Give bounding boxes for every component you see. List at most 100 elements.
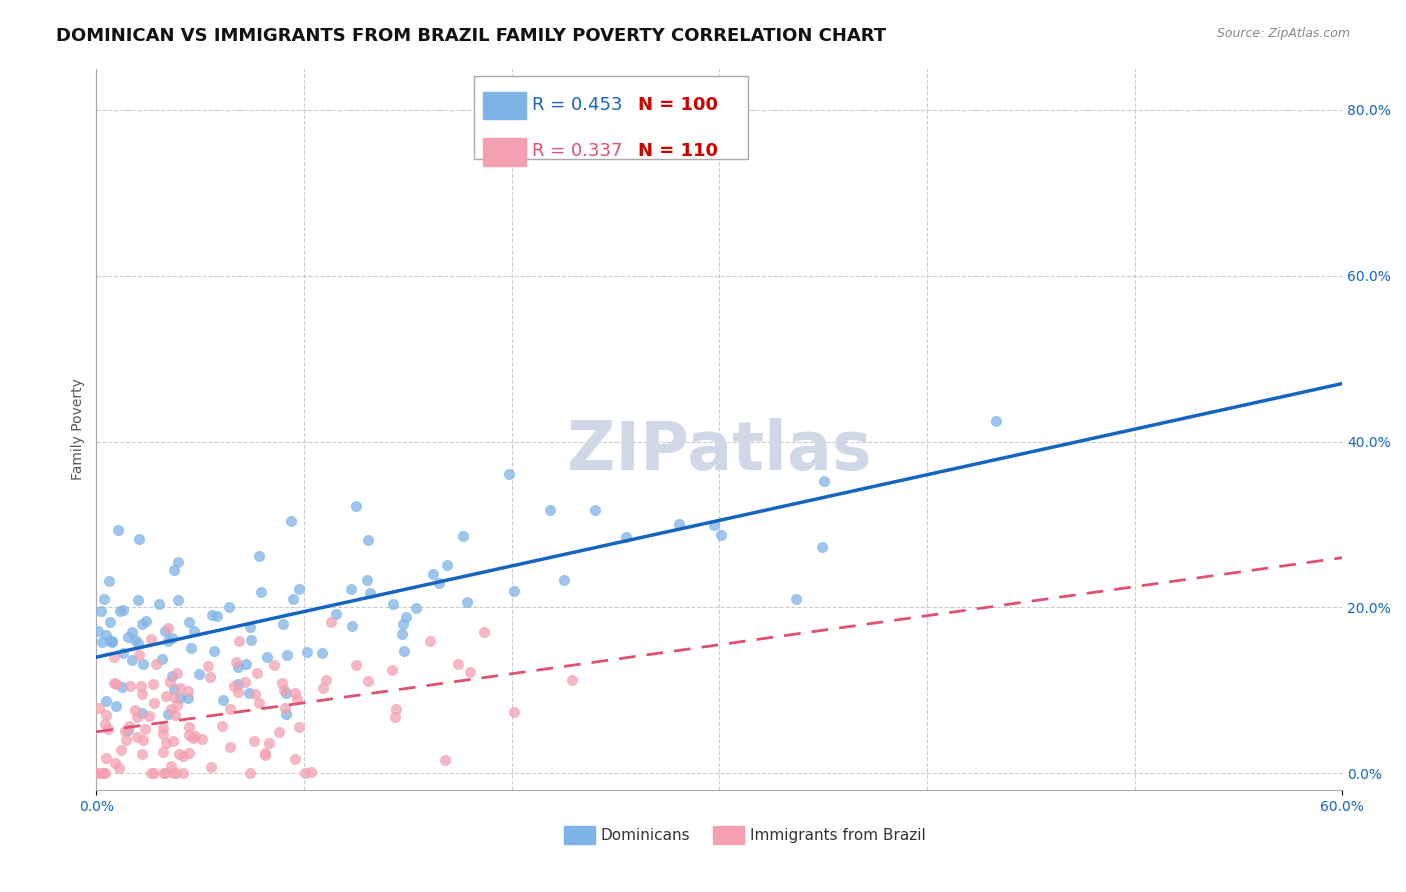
Point [121,653,143,667]
Point [247,549,270,564]
Point [101,635,124,649]
Point [184,729,207,743]
Point [153,766,176,780]
Point [143,766,166,780]
Point [228,633,250,648]
Point [434,753,457,767]
Point [254,746,277,760]
Point [429,576,451,591]
Point [97,723,120,737]
Point [141,632,163,646]
Point [267,724,290,739]
Point [177,720,200,734]
Point [315,673,337,687]
Point [242,734,264,748]
Point [101,633,124,648]
Point [139,766,162,780]
Point [94,694,117,708]
Point [274,707,297,722]
Point [166,666,188,681]
Point [94,766,117,780]
Point [205,608,228,623]
Point [553,573,575,587]
Point [201,607,224,622]
Point [118,719,141,733]
Point [273,682,295,697]
Point [131,747,153,762]
Point [114,723,136,738]
Point [200,760,222,774]
Point [668,517,690,532]
Point [86,624,108,638]
Point [127,636,149,650]
Point [239,766,262,780]
Point [134,722,156,736]
Point [211,718,233,732]
Point [245,666,267,681]
Point [108,761,131,775]
Point [91,766,114,780]
Point [235,657,257,672]
Text: N = 110: N = 110 [638,143,718,161]
Point [233,675,256,690]
Point [129,679,152,693]
Point [124,632,146,647]
Point [197,659,219,673]
Point [163,681,186,696]
Point [162,734,184,748]
Point [177,615,200,630]
Point [128,648,150,662]
Point [356,574,378,588]
Point [456,595,478,609]
Point [94,717,117,731]
Point [148,597,170,611]
Point [86,766,108,780]
Point [157,634,180,648]
Point [163,690,186,704]
Point [785,591,807,606]
Point [167,555,190,569]
Point [710,528,733,542]
Point [458,665,481,679]
Point [211,693,233,707]
Point [392,644,415,658]
Point [259,736,281,750]
Point [263,657,285,672]
Point [422,567,444,582]
Point [125,710,148,724]
Point [89,701,111,715]
Point [986,414,1008,428]
Point [169,681,191,695]
Point [321,615,343,629]
Point [97,574,120,588]
Point [157,621,180,635]
Point [96,628,118,642]
Point [117,723,139,738]
Point [271,675,294,690]
Text: DOMINICAN VS IMMIGRANTS FROM BRAZIL FAMILY POVERTY CORRELATION CHART: DOMINICAN VS IMMIGRANTS FROM BRAZIL FAMI… [56,27,886,45]
Point [177,728,200,742]
Point [288,720,311,734]
Point [111,603,134,617]
Point [813,474,835,488]
Point [111,680,134,694]
Point [239,632,262,647]
Point [117,630,139,644]
Point [152,727,174,741]
Text: Immigrants from Brazil: Immigrants from Brazil [751,828,927,843]
Point [165,766,187,780]
Point [274,686,297,700]
Point [160,759,183,773]
Point [561,673,583,687]
Point [132,733,155,747]
Point [249,585,271,599]
Point [294,766,316,780]
Point [169,691,191,706]
Point [218,600,240,615]
Point [115,732,138,747]
Point [155,736,177,750]
Point [226,659,249,673]
Point [472,625,495,640]
Point [325,607,347,622]
Point [284,752,307,766]
